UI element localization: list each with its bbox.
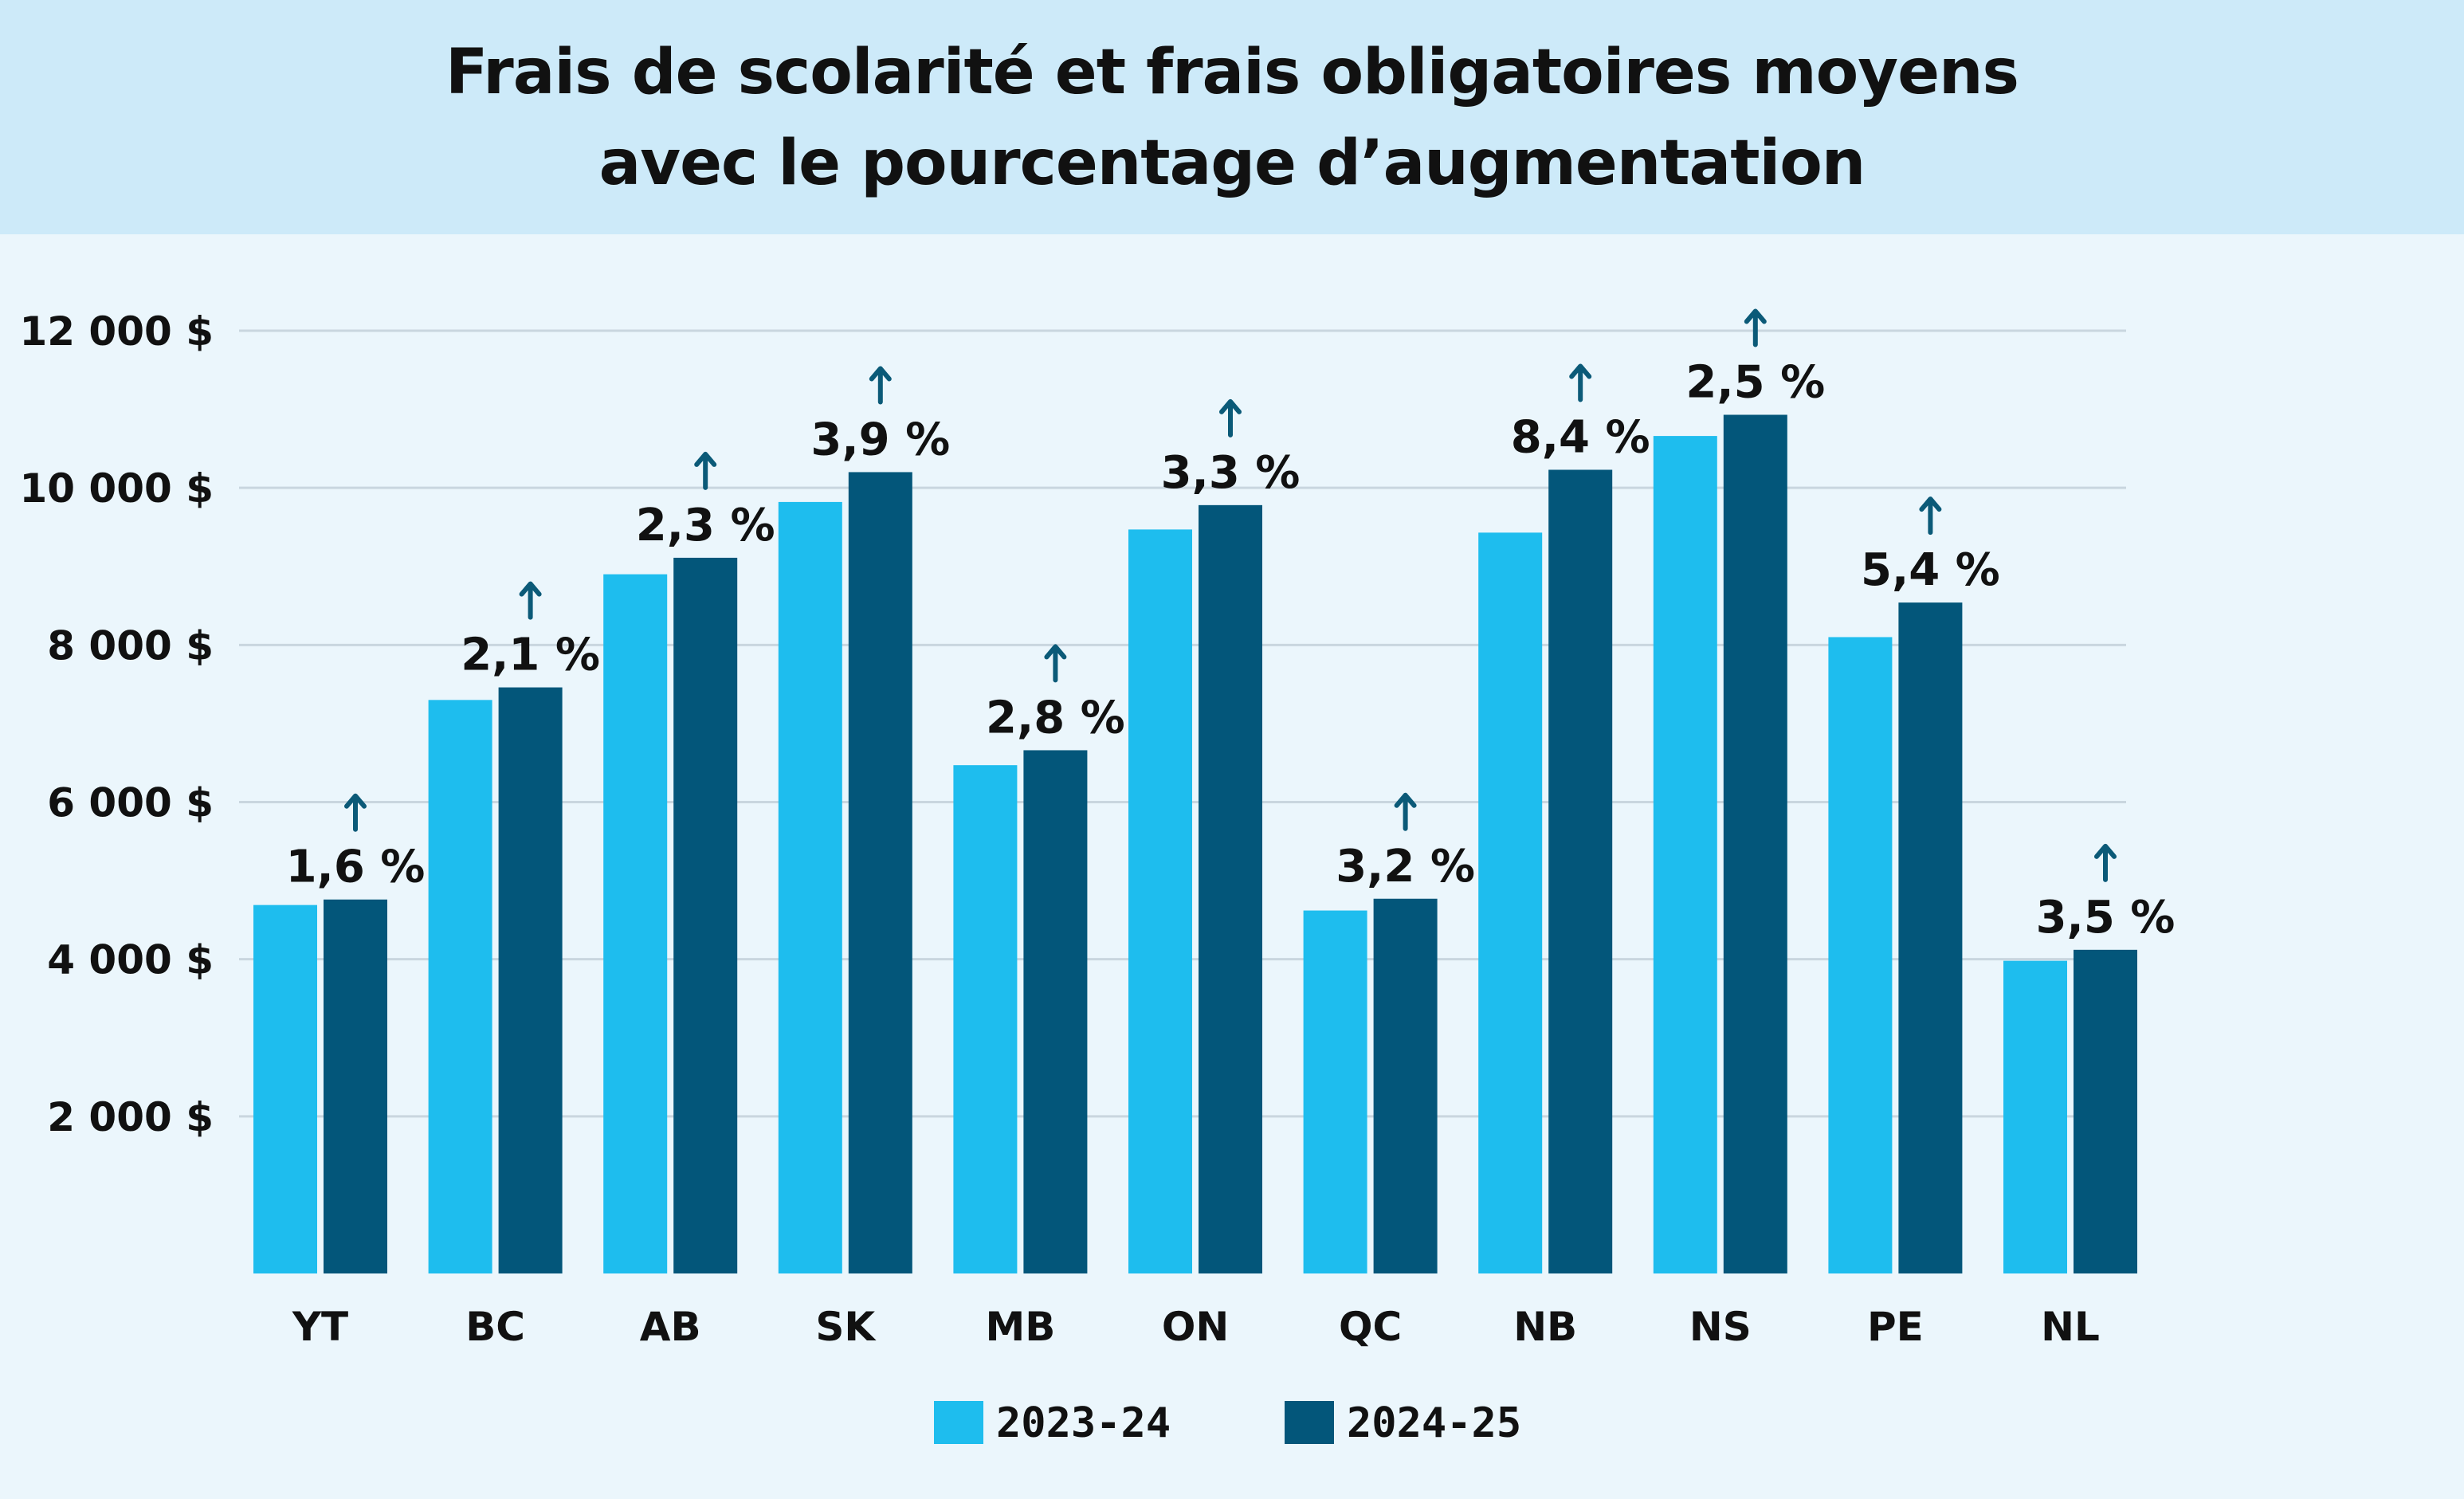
up-arrow-icon [1394,792,1417,831]
increase-label: 3,3 % [1161,447,1301,499]
legend-swatch [934,1401,983,1444]
bar-2024-25 [848,472,912,1273]
up-arrow-icon [519,581,542,620]
category-label: SK [815,1304,877,1350]
bar-2023-24 [253,905,317,1273]
up-arrow-icon [694,451,717,490]
up-arrow-icon [1219,398,1242,438]
bar-2024-25 [673,557,738,1273]
y-tick-label: 8 000 $ [47,622,214,669]
bar-2023-24 [1303,910,1367,1273]
y-tick-label: 12 000 $ [19,308,214,355]
bar-2023-24 [778,501,842,1273]
chart-title-line-1: Frais de scolarité et frais obligatoires… [445,37,2019,108]
category-label: QC [1339,1304,1402,1350]
y-tick-label: 10 000 $ [19,465,214,512]
category-label: BC [465,1304,525,1350]
up-arrow-icon [344,793,367,832]
chart-title-line-2: avec le pourcentage d’augmentation [598,128,1866,199]
increase-label: 3,9 % [810,414,950,465]
category-label: ON [1162,1304,1229,1350]
bar-2023-24 [953,765,1018,1273]
increase-label: 2,3 % [636,500,775,551]
increase-label: 2,5 % [1685,356,1825,408]
increase-label: 2,8 % [986,692,1125,744]
legend-label: 2024-25 [1347,1399,1521,1447]
category-label: NB [1513,1304,1577,1350]
bar-2023-24 [1128,529,1192,1273]
legend-swatch [1285,1401,1334,1444]
bar-2024-25 [1023,750,1088,1273]
y-tick-label: 4 000 $ [47,937,214,983]
y-tick-label: 2 000 $ [47,1094,214,1140]
up-arrow-icon [2094,843,2117,882]
bar-2024-25 [1723,414,1787,1274]
bar-2024-25 [324,899,387,1273]
title-band: Frais de scolarité et frais obligatoires… [0,0,2464,234]
category-label: MB [985,1304,1055,1350]
bar-2024-25 [2074,949,2137,1273]
increase-label: 1,6 % [286,842,426,893]
bar-2024-25 [1373,898,1438,1273]
category-label: NS [1689,1304,1752,1350]
increase-label: 2,1 % [461,630,600,681]
increase-label: 3,2 % [1336,841,1475,893]
bar-2024-25 [1898,602,1963,1273]
up-arrow-icon [1744,308,1767,347]
bar-2024-25 [1199,504,1262,1273]
increase-label: 5,4 % [1861,544,2000,596]
category-label: AB [640,1304,701,1350]
bar-2023-24 [428,700,492,1273]
increase-label: 8,4 % [1511,411,1650,463]
category-label: YT [292,1304,348,1350]
up-arrow-icon [869,366,892,405]
legend-label: 2023-24 [996,1399,1171,1447]
up-arrow-icon [1044,644,1067,683]
y-tick-label: 6 000 $ [47,780,214,826]
bar-2024-25 [1548,469,1613,1273]
bar-2023-24 [1478,532,1543,1273]
bar-2023-24 [1653,436,1717,1273]
up-arrow-icon [1569,363,1592,402]
bar-2024-25 [498,687,563,1273]
category-label: NL [2041,1304,2100,1350]
category-label: PE [1867,1304,1924,1350]
bar-2023-24 [603,574,668,1273]
increase-label: 3,5 % [2036,892,2176,944]
bar-2023-24 [2003,960,2067,1273]
bar-2023-24 [1828,637,1893,1273]
up-arrow-icon [1919,496,1942,536]
